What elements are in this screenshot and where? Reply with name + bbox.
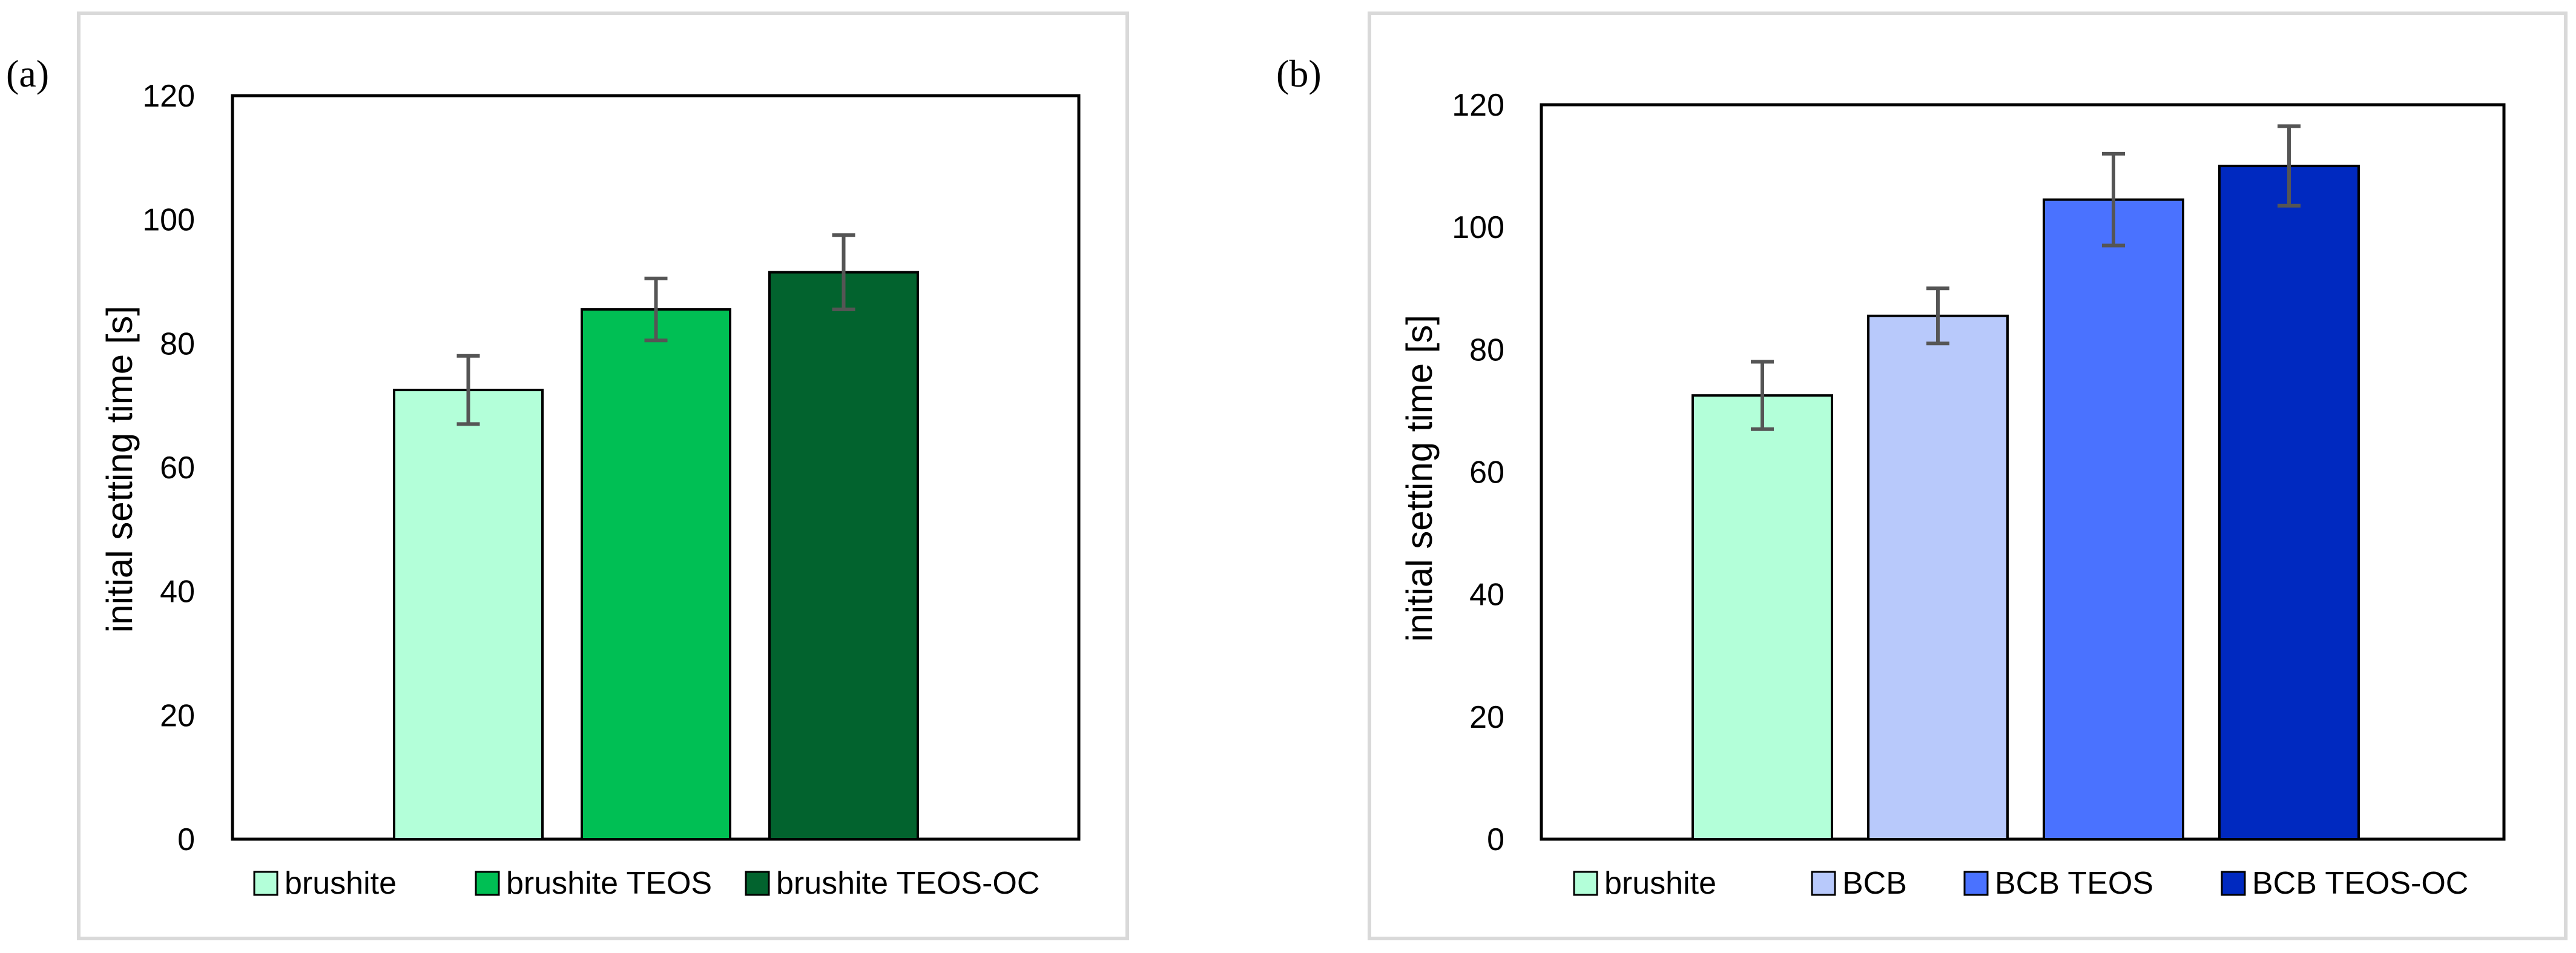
panel-b-legend-label-2: BCB: [1842, 866, 1907, 901]
panel-a-legend-label-1: brushite: [285, 866, 397, 901]
panel-b-legend-swatch-2: [1811, 871, 1836, 896]
panel-a-y-axis-label: initial setting time [s]: [99, 306, 140, 633]
panel-b-legend-swatch-3: [1963, 871, 1989, 896]
panel-a-legend-swatch-2: [475, 871, 500, 896]
panel-a-legend-swatch-3: [745, 871, 770, 896]
panel-a-error-bar-2: [644, 276, 668, 343]
panel-a-legend-label-3: brushite TEOS-OC: [776, 866, 1039, 901]
panel-b-legend-item-4: BCB TEOS-OC: [2221, 866, 2468, 901]
panel-b-legend-label-1: brushite: [1604, 866, 1716, 901]
panel-a-legend-label-2: brushite TEOS: [506, 866, 712, 901]
panel-b-y-axis-label: initial setting time [s]: [1399, 315, 1440, 642]
panel-b-legend-item-3: BCB TEOS: [1963, 866, 2153, 901]
panel-b-y-tick-20: 20: [1469, 700, 1504, 735]
panel-b-error-bar-2: [1926, 286, 1949, 346]
chart-panel-b: (b) 0 20 40 60 80 100 120 initial setting time…: [1276, 12, 2568, 940]
panel-b-bar-3: [2043, 198, 2184, 840]
panel-b-y-ticks: 0 20 40 60 80 100 120: [1452, 88, 1504, 857]
panel-b-error-bar-4: [2278, 124, 2301, 208]
panel-b-bar-1: [1692, 394, 1833, 840]
panel-b-legend-label-4: BCB TEOS-OC: [2252, 866, 2468, 901]
panel-a-y-ticks: 0 20 40 60 80 100 120: [142, 79, 195, 857]
panel-a-y-tick-120: 120: [142, 79, 195, 114]
panel-a-legend-swatch-1: [253, 871, 278, 896]
panel-b-y-tick-100: 100: [1452, 210, 1504, 245]
panel-a-legend-item-1: brushite: [253, 866, 397, 901]
panel-b-y-tick-60: 60: [1469, 455, 1504, 490]
panel-a-error-bar-1: [456, 354, 480, 426]
panel-a-y-tick-20: 20: [160, 698, 195, 733]
panel-a-legend-item-2: brushite TEOS: [475, 866, 712, 901]
panel-b-error-bars: [1751, 124, 2301, 431]
chart-panel-a: (a) 0 20 40 60 80 100 120 initial setting time…: [6, 12, 1129, 940]
panel-a-error-bars: [456, 233, 855, 426]
panel-b-bar-4: [2218, 165, 2360, 840]
panel-b-y-tick-120: 120: [1452, 88, 1504, 123]
panel-b-legend: brushite BCB BCB TEOS BCB TEOS-OC: [1573, 866, 2468, 901]
panel-a-y-tick-80: 80: [160, 326, 195, 361]
panel-b-legend-item-1: brushite: [1573, 866, 1716, 901]
panel-a-y-tick-40: 40: [160, 575, 195, 610]
panel-b-legend-label-3: BCB TEOS: [1995, 866, 2153, 901]
panel-b-y-tick-0: 0: [1487, 822, 1504, 857]
panel-b-bar-2: [1867, 314, 2009, 840]
panel-b-legend-item-2: BCB: [1811, 866, 1907, 901]
panel-b-y-tick-80: 80: [1469, 332, 1504, 368]
panel-a-label: (a): [6, 52, 49, 95]
panel-a-y-tick-100: 100: [142, 203, 195, 238]
panel-a-y-tick-60: 60: [160, 450, 195, 486]
panel-b-y-tick-40: 40: [1469, 578, 1504, 613]
panel-a-bar-3: [768, 271, 919, 840]
panel-a-legend-item-3: brushite TEOS-OC: [745, 866, 1039, 901]
panel-b-label: (b): [1276, 52, 1322, 95]
panel-b-error-bar-3: [2102, 151, 2125, 248]
panel-b-error-bar-1: [1751, 360, 1774, 431]
panel-a-bar-2: [581, 308, 731, 840]
panel-a-error-bar-3: [832, 233, 855, 312]
panel-a-legend: brushite brushite TEOS brushite TEOS-OC: [253, 866, 1039, 901]
panel-a-bar-1: [393, 389, 544, 840]
panel-b-bars: [1692, 165, 2360, 840]
panel-b-legend-swatch-1: [1573, 871, 1598, 896]
panel-a-y-tick-0: 0: [177, 822, 195, 857]
panel-b-legend-swatch-4: [2221, 871, 2246, 896]
